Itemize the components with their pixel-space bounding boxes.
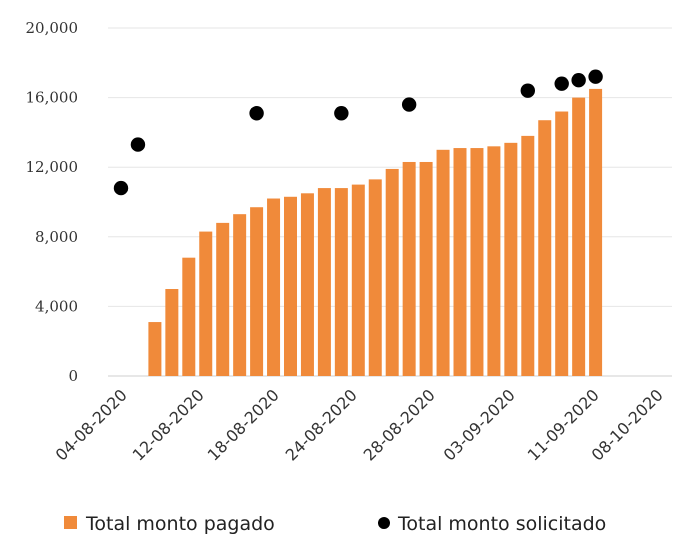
scatter-point <box>520 83 535 98</box>
y-tick-label: 12,000 <box>26 158 79 176</box>
bar <box>300 193 314 376</box>
bar <box>317 188 331 376</box>
bar <box>233 214 247 376</box>
bar <box>284 196 297 376</box>
bar <box>165 289 179 376</box>
y-tick-label: 8,000 <box>35 228 78 246</box>
bar <box>487 146 501 376</box>
scatter-point <box>401 97 417 112</box>
y-tick-label: 0 <box>68 367 78 385</box>
bar <box>182 257 196 376</box>
legend: Total monto pagado Total monto solicitado <box>64 513 606 535</box>
legend-label-solicitado: Total monto solicitado <box>397 513 606 535</box>
x-tick-label: 03-09-2020 <box>440 385 519 464</box>
x-axis-ticks: 04-08-202012-08-202018-08-202024-08-2020… <box>52 385 667 464</box>
scatter-point <box>113 180 129 196</box>
bar <box>216 222 230 376</box>
y-axis-ticks: 0 4,000 8,000 12,000 16,000 20,000 <box>26 19 79 385</box>
bar <box>436 149 450 376</box>
scatter-point <box>130 137 146 152</box>
bar <box>334 188 348 376</box>
bar <box>538 120 552 376</box>
legend-swatch-bar <box>64 516 77 529</box>
x-tick-label: 12-08-2020 <box>129 385 208 464</box>
bar <box>504 142 518 376</box>
scatter-point <box>334 106 349 121</box>
bar <box>419 161 433 376</box>
y-tick-label: 4,000 <box>35 297 78 315</box>
x-tick-label: 28-08-2020 <box>360 385 439 464</box>
y-tick-label: 16,000 <box>26 89 79 107</box>
bar <box>199 231 213 376</box>
bar <box>555 111 569 377</box>
x-tick-label: 24-08-2020 <box>282 385 361 464</box>
bar <box>589 88 603 377</box>
bar <box>453 148 467 376</box>
bar <box>368 179 382 376</box>
legend-label-pagado: Total monto pagado <box>85 513 275 535</box>
bar <box>572 97 586 376</box>
bar <box>148 322 162 376</box>
x-tick-label: 18-08-2020 <box>204 385 283 464</box>
bar <box>351 184 365 376</box>
bar-series <box>148 88 603 377</box>
bar <box>470 148 484 376</box>
bar <box>402 161 416 376</box>
bar <box>267 198 281 376</box>
scatter-point <box>554 76 569 91</box>
bar <box>250 207 264 376</box>
x-tick-label: 04-08-2020 <box>52 385 131 464</box>
bar <box>385 168 399 376</box>
scatter-series <box>113 69 603 196</box>
legend-swatch-dot <box>378 517 390 529</box>
scatter-point <box>571 73 586 88</box>
scatter-point <box>249 106 264 121</box>
bar <box>521 135 535 376</box>
scatter-point <box>588 69 603 84</box>
y-tick-label: 20,000 <box>26 19 79 37</box>
